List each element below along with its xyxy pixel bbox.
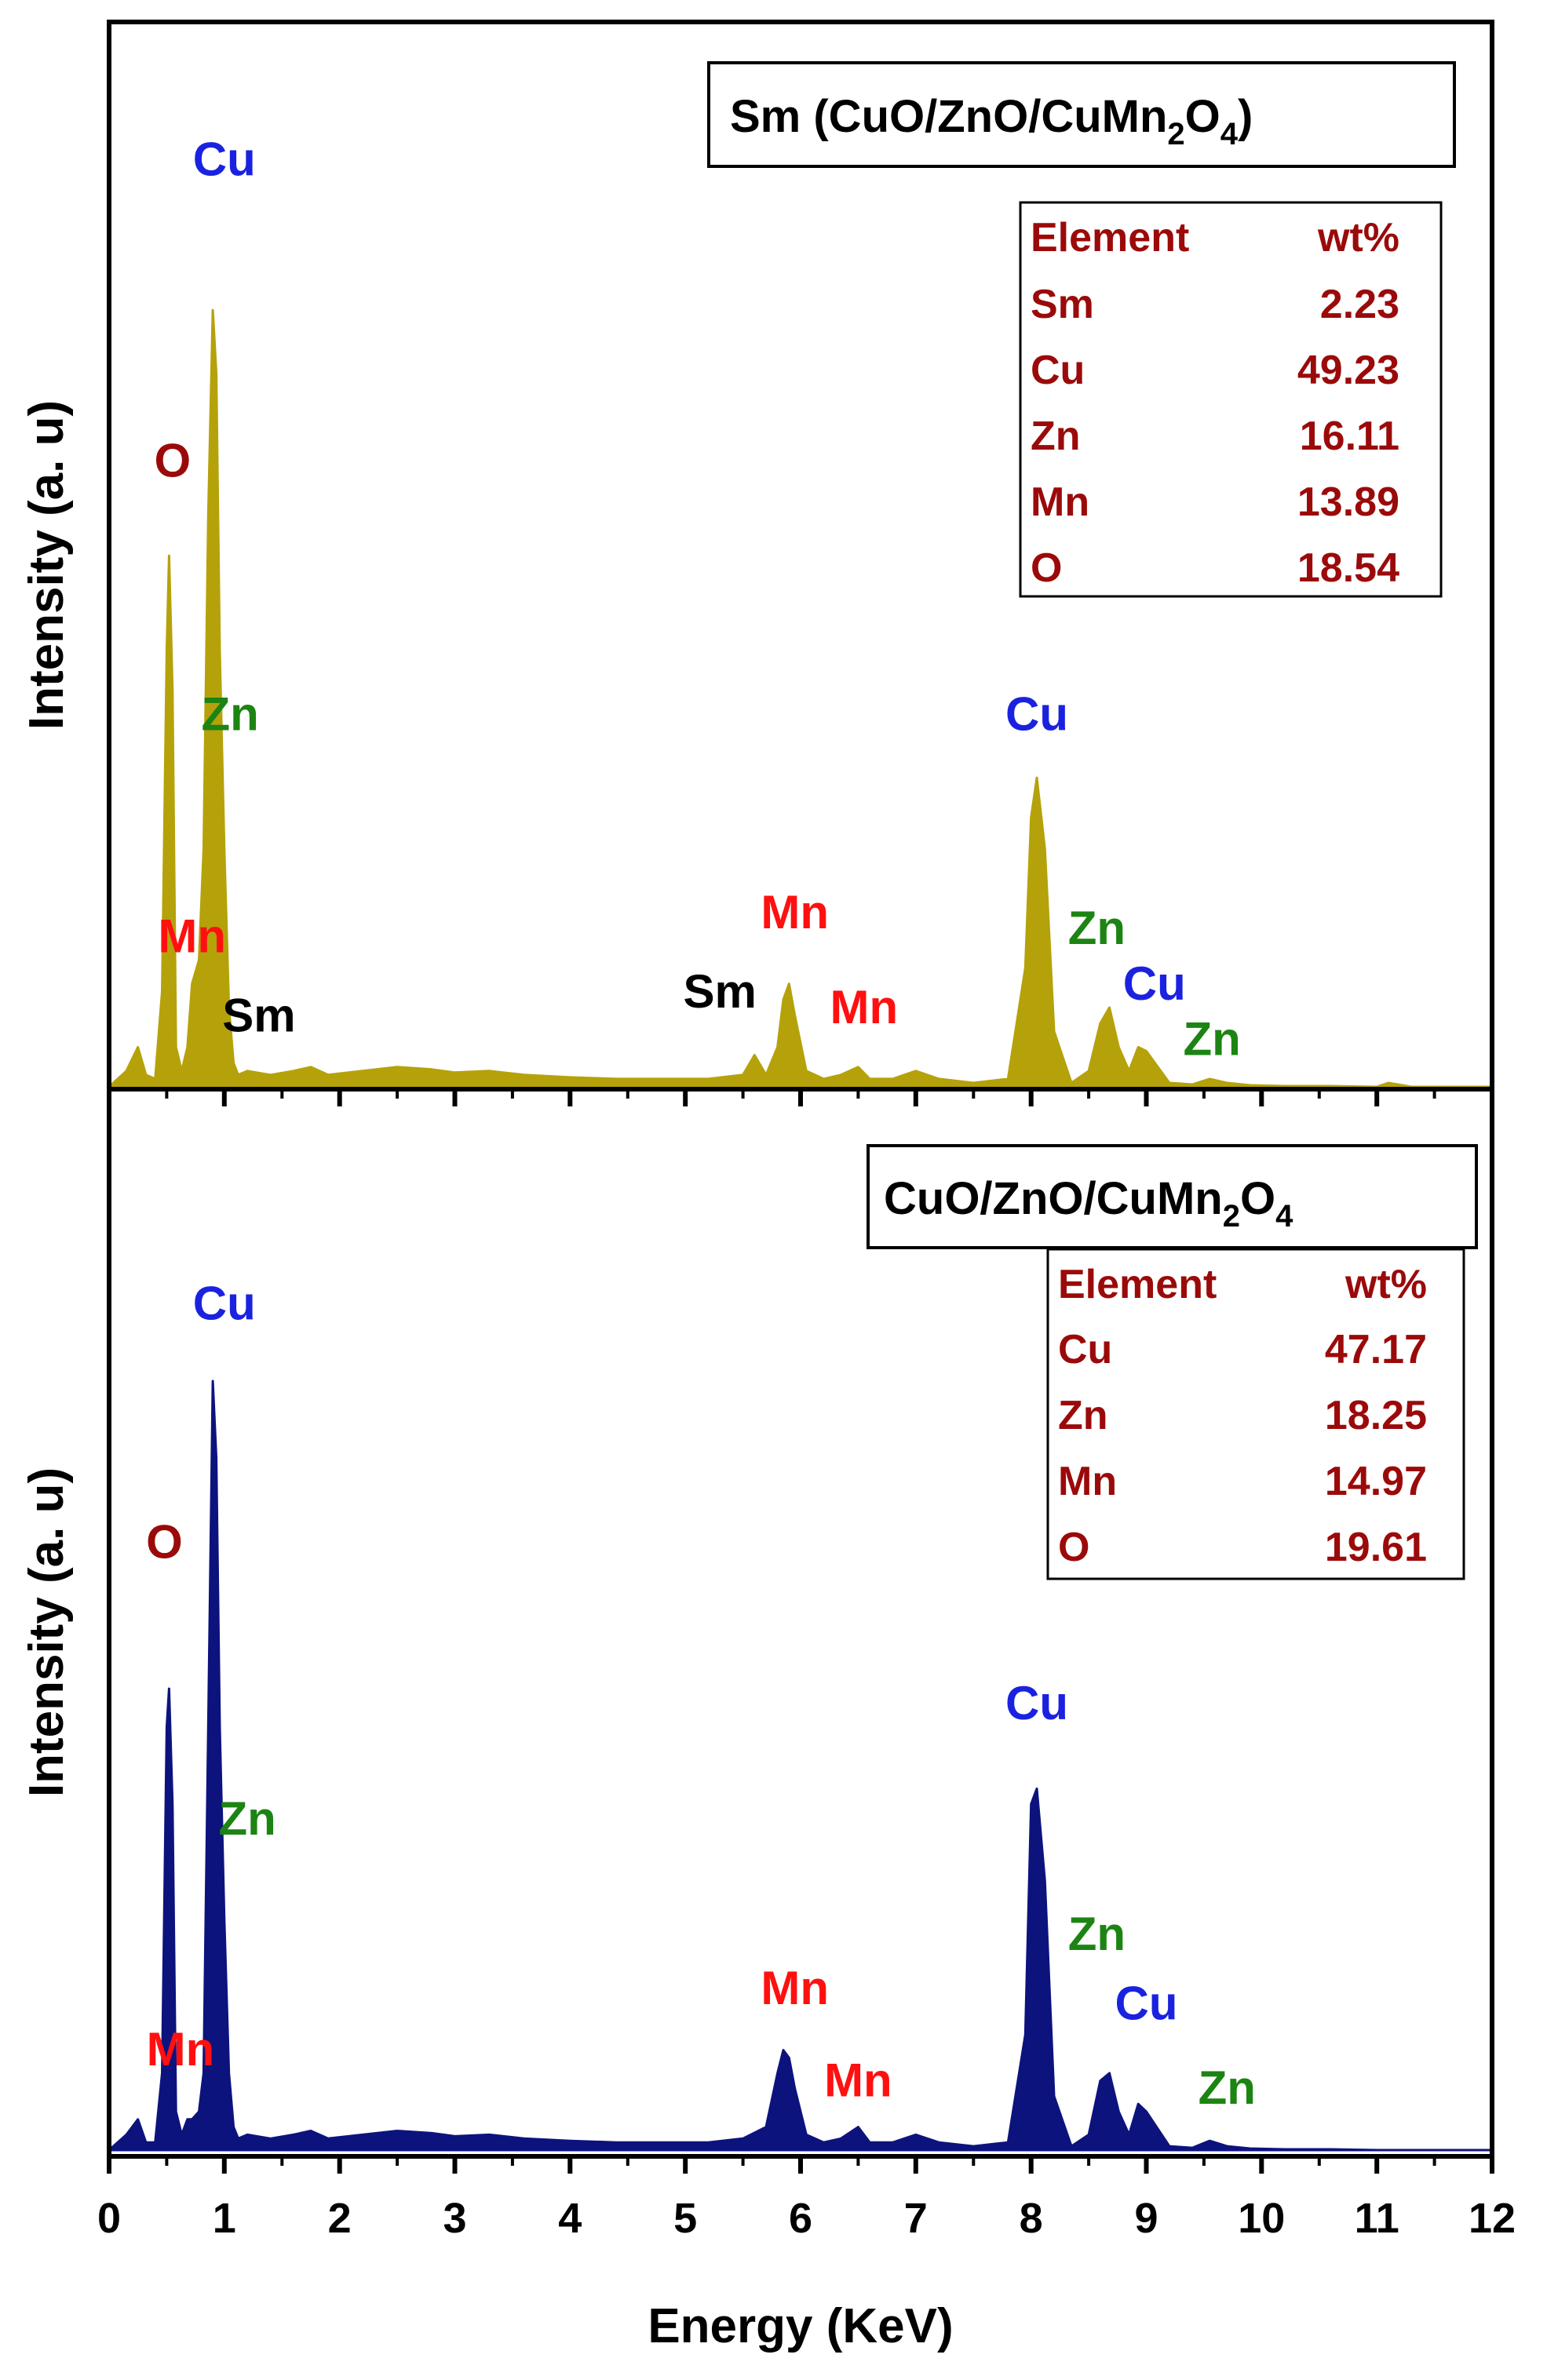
x-tick-label: 9 [1134,2195,1158,2242]
bottom-table-wt-value: 14.97 [1325,1459,1427,1504]
bottom-peak-label: O [146,1515,183,1568]
x-tick-label: 7 [904,2195,928,2242]
bottom-peak-label: Mn [761,1962,829,2014]
top-x-ticks [107,1089,1494,1106]
top-peak-label: Mn [761,886,829,939]
x-tick-label: 2 [328,2195,352,2242]
top-spectrum [108,308,1494,1088]
top-peak-label: Zn [1184,1013,1241,1066]
x-tick-label: 11 [1355,2195,1399,2242]
bottom-legend-box: CuO/ZnO/CuMn2O4 [867,1144,1478,1249]
top-table-wt-value: 13.89 [1297,479,1399,525]
bottom-peak-label: Zn [1199,2061,1256,2114]
top-peak-label: Sm [222,989,295,1041]
bottom-table-header-element: Element [1058,1262,1217,1307]
bottom-peak-label: Zn [219,1792,276,1845]
bottom-table-wt-value: 47.17 [1325,1327,1427,1372]
top-table-wt-value: 49.23 [1297,348,1399,393]
x-tick-label: 4 [558,2195,582,2242]
bottom-table-element: O [1058,1525,1089,1570]
x-tick-label: 3 [443,2195,466,2242]
bottom-table-element: Cu [1058,1327,1112,1372]
top-table-header-element: Element [1031,215,1189,261]
bottom-table-frame [1046,1248,1465,1580]
bottom-y-axis-title: Intensity (a. u) [20,1467,74,1797]
top-y-axis-title: Intensity (a. u) [20,400,74,730]
top-table-element: Cu [1031,348,1085,393]
bottom-legend-text: CuO/ZnO/CuMn2O4 [884,1173,1293,1234]
bottom-table-rows: Cu 47.17 Zn 18.25 Mn 14.97 O 19.61 [1058,1327,1427,1570]
top-table-wt-value: 16.11 [1300,414,1399,459]
bottom-peak-label: Cu [1005,1677,1068,1729]
bottom-table-wt-value: 19.61 [1325,1525,1427,1570]
bottom-table-element: Zn [1058,1393,1108,1438]
top-table-element: O [1031,545,1062,591]
top-composition-table: Element wt% Sm 2.23 Cu 49.23 Zn 16.11 Mn 13.89 O… [1019,201,1443,598]
top-table-element: Zn [1031,414,1081,459]
top-table-frame [1019,201,1443,598]
bottom-peak-label: Zn [1068,1908,1126,1960]
bottom-legend-frame [867,1144,1478,1249]
top-table-element: Sm [1031,282,1094,327]
x-tick-label: 1 [213,2195,236,2242]
x-tick-label: 10 [1238,2195,1285,2242]
x-tick-label: 12 [1469,2195,1516,2242]
top-spectrum-area [108,308,1494,1088]
x-axis-title: Energy (KeV) [648,2299,953,2353]
top-peak-label: Zn [202,688,259,741]
bottom-peak-labels: Cu O Zn Mn Mn Mn Cu Zn Cu Zn [146,1277,1256,2115]
top-table-header-wt: wt% [1317,215,1399,261]
top-legend-frame [707,61,1456,168]
top-peak-label: Mn [830,981,898,1033]
top-table-element: Mn [1031,479,1089,525]
top-peak-label: Cu [1123,957,1186,1010]
bottom-spectrum-area [108,1380,1494,2152]
bottom-table-header-wt: wt% [1345,1262,1427,1307]
top-peak-label: Cu [193,133,256,186]
bottom-composition-table: Element wt% Cu 47.17 Zn 18.25 Mn 14.97 O 19.61 [1046,1248,1465,1580]
top-legend-box: Sm (CuO/ZnO/CuMn2O4) [707,61,1456,168]
bottom-table-wt-value: 18.25 [1325,1393,1427,1438]
top-peak-label: Sm [684,965,757,1018]
top-peak-label: Cu [1005,688,1068,741]
x-tick-label: 0 [97,2195,121,2242]
x-tick-label: 5 [673,2195,697,2242]
top-peak-label: Mn [158,909,226,962]
top-table-wt-value: 2.23 [1320,282,1399,327]
bottom-table-element: Mn [1058,1459,1117,1504]
bottom-peak-label: Mn [824,2054,892,2106]
bottom-panel: Cu O Zn Mn Mn Mn Cu Zn Cu Zn CuO/ZnO/CuMn2O4 Elem… [20,1087,1516,2353]
bottom-peak-label: Cu [1115,1977,1178,2029]
top-peak-label: O [154,434,191,487]
x-tick-label: 6 [789,2195,812,2242]
bottom-spectrum [108,1380,1494,2152]
bottom-x-ticks [107,2156,1494,2174]
top-table-wt-value: 18.54 [1297,545,1399,591]
top-table-rows: Sm 2.23 Cu 49.23 Zn 16.11 Mn 13.89 O 18.54 [1031,282,1399,591]
x-tick-labels: 0 1 2 3 4 5 6 7 8 9 10 11 12 [97,2195,1516,2242]
bottom-peak-label: Mn [147,2023,215,2076]
x-tick-label: 8 [1020,2195,1043,2242]
top-peak-label: Zn [1068,902,1126,954]
bottom-peak-label: Cu [193,1277,256,1330]
top-legend-text: Sm (CuO/ZnO/CuMn2O4) [730,91,1253,151]
